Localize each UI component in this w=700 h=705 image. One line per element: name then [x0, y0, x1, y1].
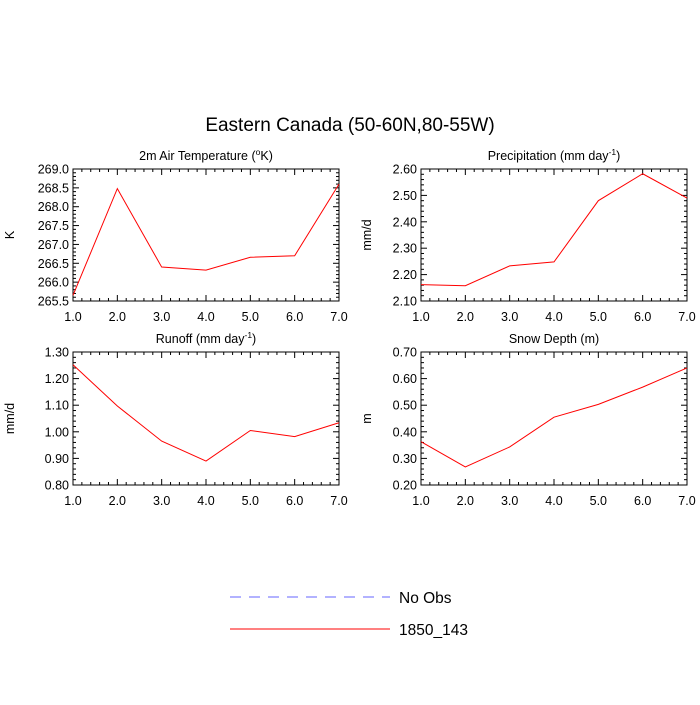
panel-title-part: Precipitation (mm day	[488, 149, 610, 163]
legend: No Obs 1850_143	[230, 590, 468, 639]
panel-title-superscript: o	[256, 147, 261, 157]
x-tick-label: 1.0	[412, 310, 429, 324]
x-tick-label: 1.0	[412, 494, 429, 508]
x-tick-label: 5.0	[242, 310, 259, 324]
legend-label-2: 1850_143	[399, 622, 468, 639]
x-tick-label: 3.0	[153, 494, 170, 508]
y-tick-label: 2.60	[393, 163, 417, 177]
x-tick-label: 3.0	[501, 494, 518, 508]
x-tick-label: 4.0	[545, 494, 562, 508]
y-tick-label: 269.0	[38, 163, 69, 177]
y-tick-label: 2.30	[393, 242, 417, 256]
x-tick-label: 7.0	[330, 494, 347, 508]
panel-title-part: Runoff (mm day	[156, 332, 245, 346]
x-tick-label: 2.0	[457, 494, 474, 508]
x-tick-label: 5.0	[590, 310, 607, 324]
chart-panel-4: 0.20 0.30 0.40 0.50 0.60 0.70 1.0 2.0 3.0 4.0 5.0 6…	[360, 332, 696, 508]
y-tick-label: 266.0	[38, 276, 69, 290]
y-tick-label: 1.20	[45, 372, 69, 386]
panel-title: 2m Air Temperature (oK)	[139, 147, 273, 163]
x-tick-label: 2.0	[109, 310, 126, 324]
y-tick-label: 268.5	[38, 181, 69, 195]
panel-title-part: )	[252, 332, 256, 346]
y-axis-label: K	[3, 230, 17, 239]
panel-title: Precipitation (mm day-1)	[488, 147, 621, 163]
y-tick-label: 267.5	[38, 219, 69, 233]
y-tick-label: 0.80	[45, 479, 69, 493]
y-axis-label: m	[360, 413, 374, 423]
x-tick-label: 4.0	[197, 494, 214, 508]
y-tick-label: 2.20	[393, 268, 417, 282]
chart-panel-1: 265.5 266.0 266.5 267.0 267.5 268.0 268.5 269.0…	[3, 147, 348, 324]
x-tick-label: 6.0	[286, 310, 303, 324]
x-tick-label: 6.0	[634, 310, 651, 324]
y-tick-label: 266.5	[38, 257, 69, 271]
y-tick-label: 0.70	[393, 346, 417, 360]
y-tick-label: 2.50	[393, 189, 417, 203]
y-tick-label: 0.20	[393, 479, 417, 493]
legend-label-1: No Obs	[399, 590, 452, 607]
x-tick-label: 2.0	[109, 494, 126, 508]
x-tick-label: 1.0	[64, 310, 81, 324]
figure-title: Eastern Canada (50-60N,80-55W)	[205, 115, 494, 136]
y-tick-label: 0.90	[45, 452, 69, 466]
x-tick-label: 3.0	[501, 310, 518, 324]
x-tick-label: 7.0	[678, 494, 695, 508]
panel-title-part: Snow Depth (m)	[509, 332, 599, 346]
panel-title-superscript: -1	[244, 330, 252, 340]
x-tick-label: 4.0	[197, 310, 214, 324]
series-line-1	[72, 364, 340, 462]
panel-title-part: )	[616, 149, 620, 163]
x-tick-label: 6.0	[634, 494, 651, 508]
y-axis-label: mm/d	[360, 219, 374, 250]
x-tick-label: 1.0	[64, 494, 81, 508]
panel-title-part: 2m Air Temperature (	[139, 149, 256, 163]
x-tick-label: 3.0	[153, 310, 170, 324]
y-tick-label: 1.00	[45, 425, 69, 439]
x-tick-label: 5.0	[242, 494, 259, 508]
series-line-1	[420, 367, 688, 468]
panel-title-superscript: -1	[609, 147, 617, 157]
chart-panel-3: 0.80 0.90 1.00 1.10 1.20 1.30 1.0 2.0 3.0 4.0 5.0 6…	[3, 330, 348, 508]
y-tick-label: 0.50	[393, 399, 417, 413]
y-axis-label: mm/d	[3, 403, 17, 434]
chart-panel-2: 2.10 2.20 2.30 2.40 2.50 2.60 1.0 2.0 3.0 4.0 5.0 6…	[360, 147, 696, 324]
y-tick-label: 0.60	[393, 372, 417, 386]
series-line-1	[420, 173, 688, 287]
x-tick-label: 2.0	[457, 310, 474, 324]
x-tick-label: 7.0	[330, 310, 347, 324]
y-tick-label: 2.10	[393, 295, 417, 309]
x-tick-label: 7.0	[678, 310, 695, 324]
x-tick-label: 4.0	[545, 310, 562, 324]
y-tick-label: 268.0	[38, 200, 69, 214]
y-tick-label: 265.5	[38, 295, 69, 309]
y-tick-label: 2.40	[393, 215, 417, 229]
x-tick-label: 6.0	[286, 494, 303, 508]
panel-title: Runoff (mm day-1)	[156, 330, 256, 346]
x-tick-label: 5.0	[590, 494, 607, 508]
y-tick-label: 1.30	[45, 346, 69, 360]
y-tick-label: 0.30	[393, 452, 417, 466]
y-tick-label: 1.10	[45, 399, 69, 413]
y-tick-label: 267.0	[38, 238, 69, 252]
panel-title-part: K)	[260, 149, 273, 163]
y-tick-label: 0.40	[393, 425, 417, 439]
series-line-1	[72, 183, 340, 296]
panel-title: Snow Depth (m)	[509, 332, 599, 346]
